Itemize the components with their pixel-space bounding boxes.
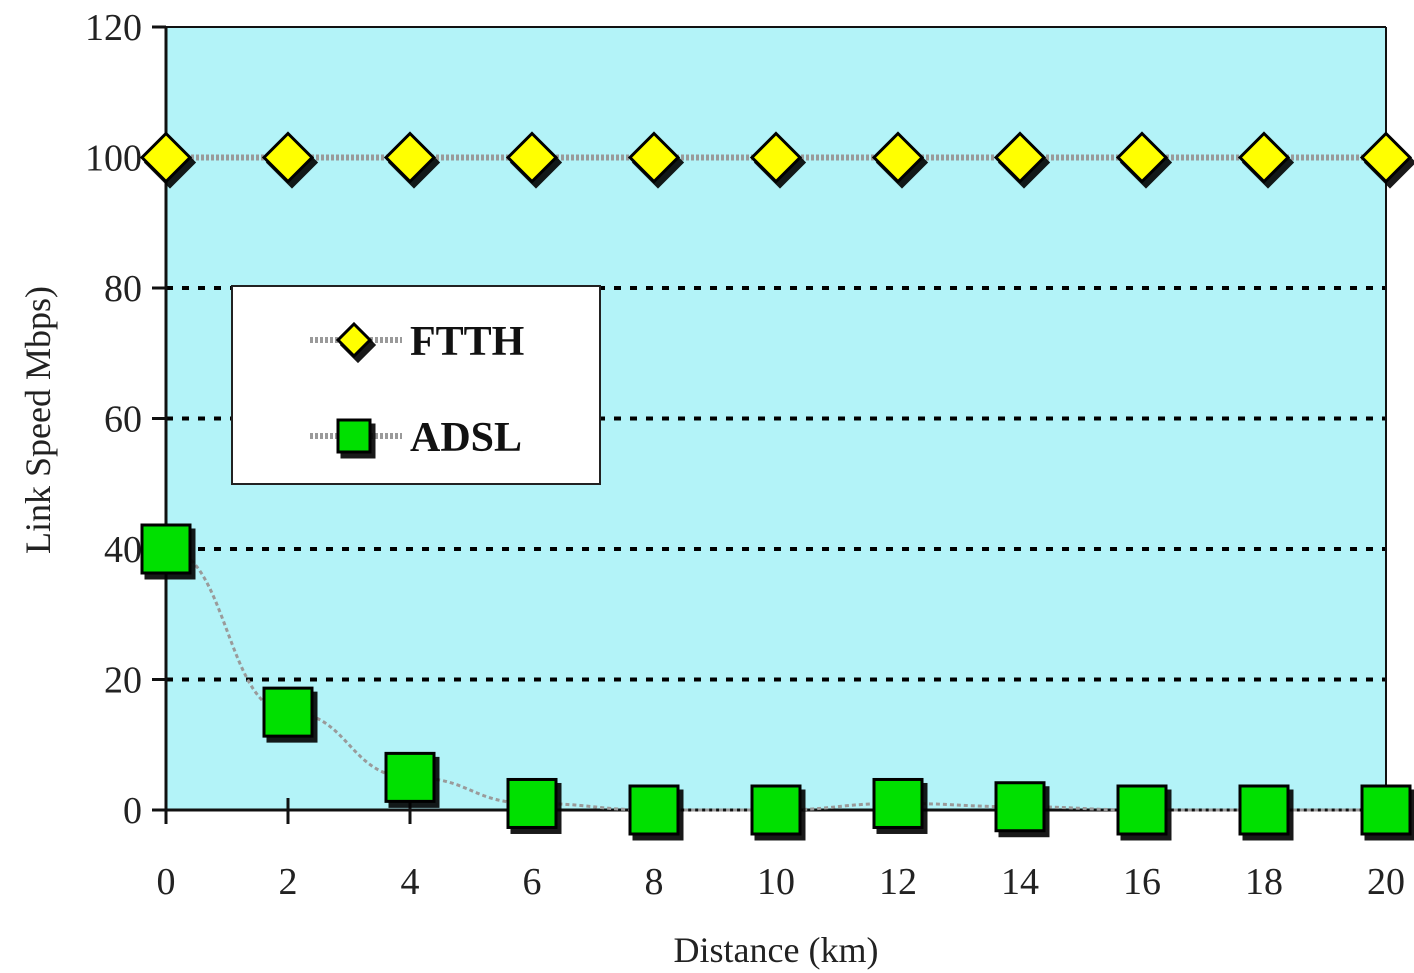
x-tick-label-6: 6 [523, 861, 542, 903]
adsl-point-10 [750, 784, 802, 836]
adsl-point-4 [384, 751, 436, 803]
x-tick-label-4: 4 [401, 861, 420, 903]
ftth-point-10 [749, 131, 803, 184]
adsl-point-16 [1116, 784, 1168, 836]
x-tick-label-16: 16 [1123, 861, 1161, 903]
adsl-point-14 [994, 781, 1046, 833]
legend: FTTH ADSL [231, 285, 601, 485]
ftth-point-8 [627, 131, 681, 184]
adsl-point-12 [872, 777, 924, 829]
ftth-point-14 [993, 131, 1047, 184]
legend-marker-adsl [336, 418, 372, 454]
adsl-point-18 [1238, 784, 1290, 836]
x-tick-label-12: 12 [879, 861, 917, 903]
x-tick-label-14: 14 [1001, 861, 1039, 903]
legend-item-adsl: ADSL [310, 415, 522, 461]
x-tick-label-20: 20 [1367, 861, 1405, 903]
axes: 0 20 40 60 80 100 120 0 2 4 6 8 10 12 14 16 18 20 [85, 7, 1405, 903]
ftth-point-12 [871, 131, 925, 184]
y-tick-label-120: 120 [85, 7, 142, 49]
ftth-point-20 [1359, 131, 1413, 184]
adsl-point-8 [628, 784, 680, 836]
y-tick-label-80: 80 [104, 268, 142, 310]
y-tick-label-0: 0 [123, 790, 142, 832]
ftth-point-4 [383, 131, 437, 184]
ftth-point-16 [1115, 131, 1169, 184]
legend-label-adsl: ADSL [410, 415, 522, 461]
legend-item-ftth: FTTH [310, 319, 524, 365]
x-axis-title: Distance (km) [674, 930, 879, 970]
adsl-point-2 [262, 686, 314, 738]
ftth-point-2 [261, 131, 315, 184]
gridlines [166, 286, 1386, 682]
series [139, 131, 1413, 836]
x-tick-label-0: 0 [157, 861, 176, 903]
legend-box [231, 285, 601, 485]
y-tick-label-40: 40 [104, 529, 142, 571]
adsl-point-20 [1360, 784, 1412, 836]
legend-marker-ftth [335, 321, 373, 359]
series-adsl [140, 523, 1412, 836]
ftth-point-6 [505, 131, 559, 184]
adsl-point-0 [140, 523, 192, 575]
x-tick-label-2: 2 [279, 861, 298, 903]
adsl-point-6 [506, 777, 558, 829]
ftth-point-18 [1237, 131, 1291, 184]
y-axis-title: Link Speed Mbps) [18, 286, 58, 554]
x-tick-label-10: 10 [757, 861, 795, 903]
y-tick-label-60: 60 [104, 399, 142, 441]
y-tick-label-100: 100 [85, 138, 142, 180]
legend-label-ftth: FTTH [410, 319, 524, 365]
y-tick-label-20: 20 [104, 660, 142, 702]
ftth-point-0 [139, 131, 193, 184]
x-tick-label-8: 8 [645, 861, 664, 903]
series-ftth [139, 131, 1413, 184]
x-tick-label-18: 18 [1245, 861, 1283, 903]
